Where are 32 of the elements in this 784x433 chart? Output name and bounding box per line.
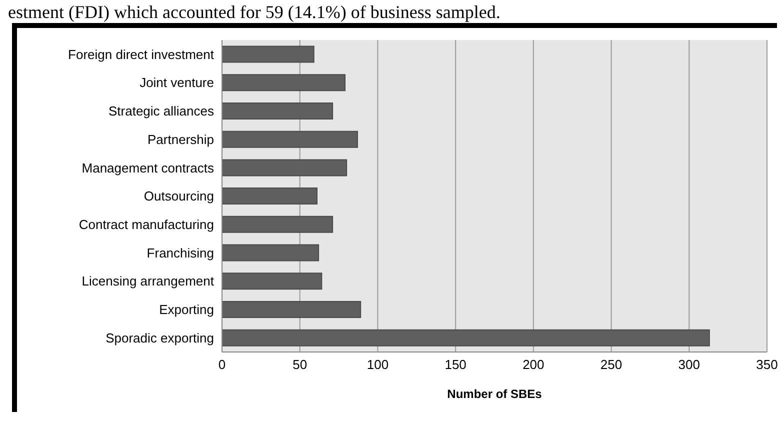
- y-tick-label: Outsourcing: [144, 188, 214, 204]
- x-tick-label: 300: [678, 357, 700, 372]
- y-tick-label: Sporadic exporting: [106, 330, 214, 346]
- x-axis-title: Number of SBEs: [447, 387, 542, 401]
- x-tick-label: 250: [600, 357, 622, 372]
- x-tick-label: 200: [522, 357, 544, 372]
- x-tick-label: 100: [366, 357, 389, 372]
- bar: [222, 74, 346, 92]
- y-tick-label: Franchising: [146, 245, 214, 260]
- y-tick-label: Contract manufacturing: [78, 216, 214, 232]
- bar: [222, 159, 348, 176]
- bar: [222, 130, 358, 148]
- y-tick-label: Partnership: [148, 132, 214, 147]
- y-tick-label: Management contracts: [82, 160, 214, 176]
- bar: [222, 244, 320, 262]
- x-tick-label: 150: [444, 357, 466, 372]
- y-tick-label: Strategic alliances: [108, 104, 214, 119]
- y-tick-label: Foreign direct investment: [68, 46, 214, 62]
- y-tick-label: Licensing arrangement: [82, 274, 214, 289]
- text: estment (FDI) which accounted for 59 (14.1%) of business sampled.: [8, 2, 502, 23]
- x-tick-label: 0: [218, 357, 226, 372]
- bar: [222, 46, 314, 63]
- bar: [222, 272, 322, 290]
- y-tick-label: Joint venture: [140, 75, 214, 90]
- bar: [222, 188, 318, 205]
- x-tick-label: 50: [292, 357, 308, 372]
- bar: [222, 216, 334, 233]
- y-tick-label: Exporting: [159, 302, 214, 318]
- bar: [222, 329, 710, 346]
- bar: [222, 102, 334, 120]
- bar: [222, 301, 362, 318]
- x-tick-label: 350: [756, 357, 778, 372]
